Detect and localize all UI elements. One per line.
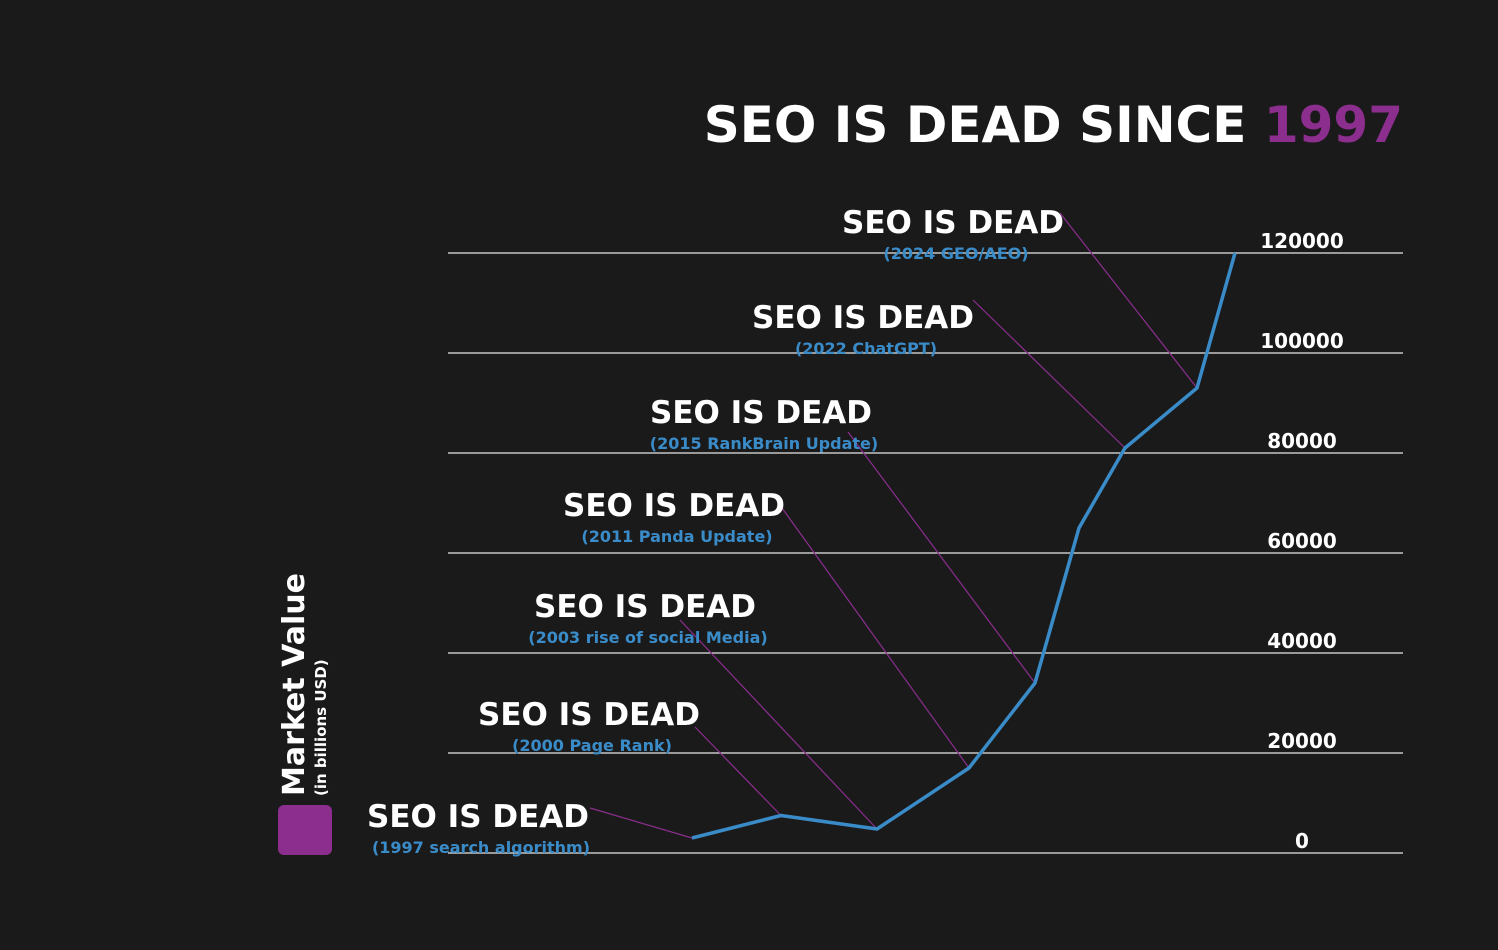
series-line [691, 252, 1237, 840]
annotation-label: SEO IS DEAD [563, 488, 785, 524]
annotation-label: SEO IS DEAD [478, 697, 700, 733]
annotation-connector [972, 299, 1126, 449]
annotation-label: SEO IS DEAD [842, 205, 1064, 241]
annotation-sublabel: (2000 Page Rank) [512, 736, 672, 755]
annotation-connector [1059, 212, 1198, 389]
y-tick-label: 120000 [1260, 229, 1344, 253]
y-tick-label: 0 [1295, 829, 1309, 853]
annotation-connector [679, 619, 878, 830]
annotation-label: SEO IS DEAD [752, 300, 974, 336]
y-tick-label: 60000 [1267, 529, 1337, 553]
annotation-sublabel: (2015 RankBrain Update) [650, 434, 878, 453]
annotation-sublabel: (2024 GEO/AEO) [883, 244, 1028, 263]
annotation-connector [589, 807, 693, 839]
chart-title: SEO IS DEAD SINCE 1997 [704, 96, 1403, 154]
y-tick-label: 40000 [1267, 629, 1337, 653]
annotation-connector [781, 507, 970, 769]
annotation-label: SEO IS DEAD [534, 589, 756, 625]
y-tick-label: 80000 [1267, 429, 1337, 453]
annotation-sublabel: (2003 rise of social Media) [528, 628, 767, 647]
y-tick-label: 100000 [1260, 329, 1344, 353]
annotation-connector [847, 431, 1036, 684]
y-tick-label: 20000 [1267, 729, 1337, 753]
legend-swatch [278, 805, 332, 855]
chart-title-text: SEO IS DEAD SINCE [703, 96, 1247, 154]
annotation-sublabel: (2022 ChatGPT) [795, 339, 937, 358]
legend: Market Value (in billions USD) [277, 573, 330, 796]
annotation-label: SEO IS DEAD [367, 799, 589, 835]
annotation-sublabel: (2011 Panda Update) [581, 527, 772, 546]
legend-label: Market Value [277, 573, 312, 796]
annotation-label: SEO IS DEAD [650, 395, 872, 431]
annotation-connector [694, 726, 782, 816]
chart-title-year: 1997 [1263, 96, 1403, 154]
legend-sublabel: (in billions USD) [312, 659, 330, 796]
annotation-sublabel: (1997 search algorithm) [372, 838, 590, 857]
